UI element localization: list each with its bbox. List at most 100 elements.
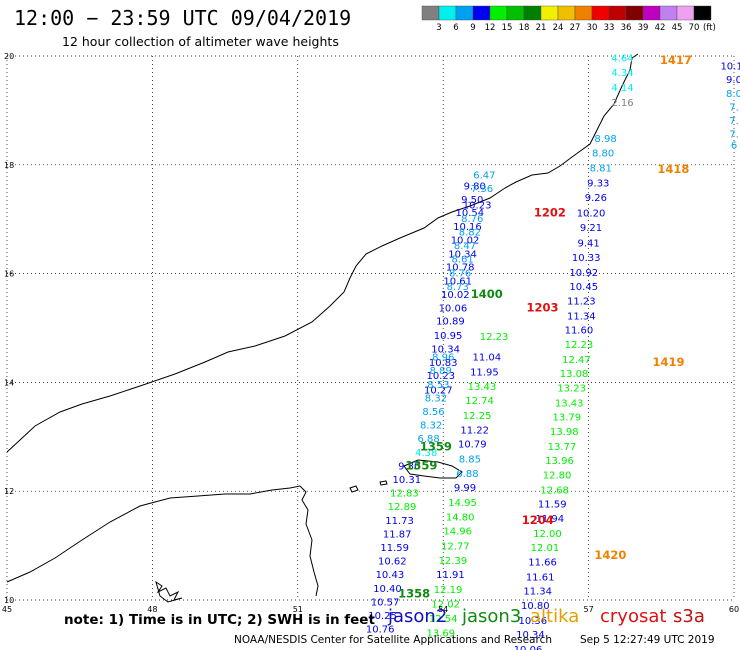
swh-value-label: 4.38 (415, 448, 437, 459)
swh-value-label: 14.80 (446, 513, 475, 524)
swh-value-label: 8.76 (449, 268, 471, 279)
swh-value-label: 8.0 (726, 89, 740, 100)
swh-value-label: 12.74 (465, 396, 494, 407)
swh-value-label: 7. (729, 116, 739, 127)
legend-jason2: jason2 (388, 606, 448, 627)
legend-jason3: jason3 (462, 606, 522, 627)
swh-value-label: 9.99 (454, 483, 476, 494)
swh-value-label: 10.95 (434, 331, 463, 342)
swh-value-label: 10.23 (426, 371, 455, 382)
swh-value-label: 12.89 (388, 502, 417, 513)
altika-track: 4.64 4.34 4.14 2.16 8.98 8.80 8.81 9.33 9.26 10.2… (514, 53, 634, 650)
swh-value-label: 8.73 (447, 282, 469, 293)
swh-value-label: 11.73 (385, 516, 414, 527)
samhah-island (379, 480, 388, 486)
colorbar-tick-label: 24 (553, 23, 564, 33)
swh-value-label: 7. (729, 130, 739, 141)
swh-value-label: 13.08 (560, 369, 589, 380)
swh-value-label: 13.23 (557, 384, 586, 395)
colorbar-unit-label: (ft) (703, 23, 716, 33)
lon-tick-label: 57 (584, 605, 594, 614)
swh-value-label: 10.31 (393, 475, 422, 486)
swh-value-label: 9.33 (587, 179, 609, 190)
swh-value-label: 11.87 (383, 529, 412, 540)
lon-tick-label: 48 (147, 605, 157, 614)
swh-value-label: 9.50 (461, 195, 483, 206)
colorbar-tick-label: 30 (587, 23, 598, 33)
units-note: note: 1) Time is in UTC; 2) SWH is in fe… (64, 612, 375, 628)
swh-value-label: 8.47 (454, 241, 476, 252)
swh-value-label: 12.25 (463, 411, 492, 422)
swh-value-label: 8.76 (461, 214, 483, 225)
swh-value-label: 10.54 (456, 208, 485, 219)
swh-value-label: 10.20 (577, 208, 606, 219)
swh-value-label: 10.45 (569, 282, 598, 293)
swh-value-label: 10.78 (446, 262, 475, 273)
swh-value-label: 11.61 (526, 572, 555, 583)
swh-value-label: 12.83 (390, 489, 419, 500)
altimeter-tracks: 4.64 4.34 4.14 2.16 8.98 8.80 8.81 9.33 9.26 10.2… (366, 53, 740, 650)
swh-value-label: 8.89 (430, 366, 452, 377)
lat-tick-label: 14 (4, 378, 14, 387)
swh-value-label: 10.1 (720, 62, 740, 73)
swh-value-label: 14.96 (443, 527, 472, 538)
colorbar-tick-label: 70 (689, 23, 700, 33)
colorbar-tick-label: 27 (570, 23, 581, 33)
swh-value-label: 10.06 (439, 304, 468, 315)
pass-time-labels: 1417 1418 1202 1400 1203 1419 1359 1359 1204 1420… (398, 53, 692, 600)
swh-value-label: 10.16 (453, 222, 482, 233)
swh-value-label: 8.56 (422, 407, 444, 418)
swh-value-label: 10.57 (371, 597, 400, 608)
swh-value-label: 12.23 (480, 332, 509, 343)
swh-value-label: 11.04 (472, 353, 501, 364)
swh-value-label: 8.61 (451, 255, 473, 266)
swh-value-label: 12.77 (441, 541, 470, 552)
credit-line: NOAA/NESDIS Center for Satellite Applica… (234, 634, 552, 646)
swh-value-label: 6.88 (456, 469, 478, 480)
swh-value-label: 14.95 (448, 498, 477, 509)
colorbar-tick-label: 39 (638, 23, 649, 33)
swh-value-label: 9.26 (585, 193, 607, 204)
socotra-island (403, 459, 463, 479)
swh-value-label: 11.59 (538, 500, 567, 511)
swh-value-label: 13.77 (548, 442, 577, 453)
pass-time-label: 1400 (471, 287, 503, 301)
swh-value-label: 9.41 (577, 238, 599, 249)
swh-value-label: 13.43 (468, 382, 497, 393)
swh-value-label: 11.34 (523, 587, 552, 598)
lon-tick-label: 60 (729, 605, 739, 614)
lon-tick-label: 51 (293, 605, 303, 614)
swh-value-label: 12.23 (565, 340, 594, 351)
swh-value-label: 11.23 (567, 297, 596, 308)
swh-value-label: 9.30 (398, 461, 420, 472)
swh-value-label: 7.36 (471, 184, 493, 195)
lat-tick-label: 20 (4, 52, 14, 61)
swh-value-label: 11.59 (380, 543, 409, 554)
swh-value-label: 4.64 (611, 53, 633, 64)
swh-value-label: 9.21 (580, 223, 602, 234)
east-edge-track: 10.19.08.07.7.7.6 (720, 62, 740, 152)
colorbar-tick-label: 6 (453, 23, 458, 33)
swh-value-label: 10.40 (373, 584, 402, 595)
swh-value-label: 8.96 (432, 353, 454, 364)
colorbar-tick-label: 42 (655, 23, 666, 33)
swh-value-label: 11.91 (436, 570, 465, 581)
pass-time-label: 1358 (398, 586, 430, 600)
swh-value-label: 8.53 (427, 380, 449, 391)
pass-time-label: 1419 (653, 355, 685, 369)
swh-value-label: 10.80 (521, 601, 550, 612)
legend-cryosat: cryosat (600, 606, 667, 627)
swh-value-label: 13.43 (555, 398, 584, 409)
horn-of-africa-coastline (6, 485, 319, 597)
page-title: 12:00 − 23:59 UTC 09/04/2019 (14, 6, 352, 30)
jason3-track: 12.23 11.04 11.95 13.43 12.74 12.25 11.22 10.79… (426, 332, 508, 639)
generation-timestamp: Sep 5 12:27:49 UTC 2019 (580, 634, 715, 646)
swh-value-label: 13.96 (545, 456, 574, 467)
swh-value-label: 10.02 (451, 236, 480, 247)
colorbar-tick-label: 33 (604, 23, 615, 33)
swh-value-label: 10.02 (441, 290, 470, 301)
lat-tick-label: 16 (4, 270, 14, 279)
swh-value-label: 13.79 (552, 412, 581, 423)
pass-time-label: 1203 (527, 301, 559, 315)
lat-tick-label: 10 (4, 596, 14, 605)
